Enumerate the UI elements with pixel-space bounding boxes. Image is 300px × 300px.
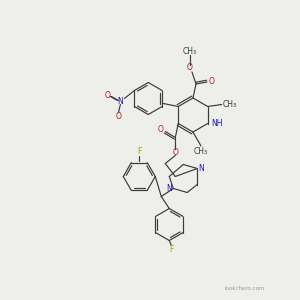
Text: F: F — [169, 245, 173, 254]
Text: NH: NH — [211, 119, 223, 128]
Text: N: N — [118, 97, 123, 106]
Text: CH₃: CH₃ — [223, 100, 237, 109]
Text: O: O — [157, 125, 163, 134]
Text: O: O — [116, 112, 122, 121]
Text: CH₃: CH₃ — [194, 148, 208, 157]
Text: F: F — [137, 147, 142, 156]
Text: O: O — [104, 91, 110, 100]
Text: CH₃: CH₃ — [183, 46, 197, 56]
Text: O: O — [209, 77, 215, 86]
Text: lookchem.com: lookchem.com — [225, 286, 265, 290]
Text: N: N — [198, 164, 204, 173]
Text: O: O — [187, 64, 193, 73]
Text: O: O — [172, 148, 178, 157]
Text: N: N — [167, 184, 172, 193]
